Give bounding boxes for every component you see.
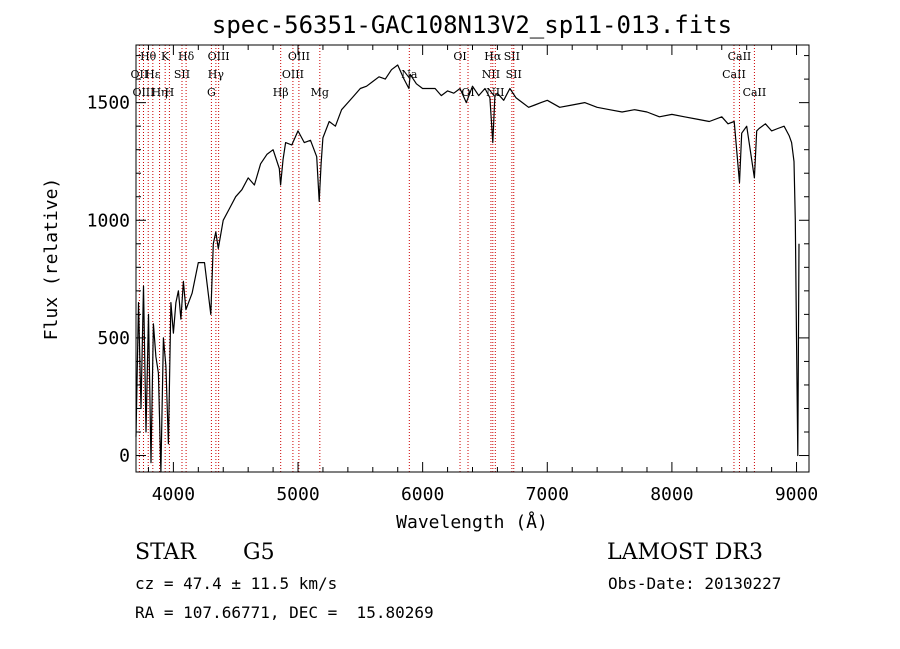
marker-label: SII xyxy=(504,50,520,63)
marker-label: OII xyxy=(131,68,149,81)
marker-label: Hα xyxy=(484,50,502,63)
x-tick-label: 8000 xyxy=(650,484,693,505)
marker-label: SII xyxy=(506,68,522,81)
marker-label: Hγ xyxy=(208,68,225,81)
object-class: STAR xyxy=(135,540,196,565)
marker-label: Na xyxy=(401,68,418,81)
spectrum-line-flux xyxy=(135,64,800,473)
line-markers: Hθ OII OIII Hε Hη K H SII Hδ OIII Hγ G Hβ OIII OIII Mg N… xyxy=(131,45,767,472)
chart-title: spec-56351-GAC108N13V2_sp11-013.fits xyxy=(212,11,732,39)
y-axis: 0 500 1000 1500 xyxy=(87,55,809,467)
marker-label: NII xyxy=(482,68,500,81)
marker-label: Hθ xyxy=(140,50,157,63)
y-tick-label: 0 xyxy=(119,446,130,467)
survey-name: LAMOST DR3 xyxy=(607,540,763,565)
marker-label: Hδ xyxy=(178,50,195,63)
y-tick-label: 1500 xyxy=(87,93,130,114)
x-tick-label: 6000 xyxy=(401,484,444,505)
marker-label: CaII xyxy=(743,86,767,99)
marker-label: G xyxy=(207,86,216,99)
marker-label: SII xyxy=(174,68,190,81)
marker-label: CaII xyxy=(722,68,746,81)
ra-dec: RA = 107.66771, DEC = 15.80269 xyxy=(135,603,434,622)
series-group xyxy=(135,64,800,473)
marker-label: OIII xyxy=(132,86,154,99)
x-tick-label: 9000 xyxy=(775,484,818,505)
plot-frame xyxy=(135,44,810,473)
marker-label: OI xyxy=(453,50,466,63)
x-tick-label: 7000 xyxy=(526,484,569,505)
y-tick-label: 1000 xyxy=(87,210,130,231)
x-tick-label: 4000 xyxy=(152,484,195,505)
marker-label: Hε xyxy=(145,68,161,81)
y-tick-label: 500 xyxy=(97,328,130,349)
marker-label: Mg xyxy=(311,86,329,99)
marker-label: Hη xyxy=(151,86,167,99)
marker-label: OIII xyxy=(288,50,310,63)
marker-label: K xyxy=(161,50,170,63)
redshift-cz: cz = 47.4 ± 11.5 km/s xyxy=(135,574,338,593)
marker-label: CaII xyxy=(728,50,752,63)
x-axis-label: Wavelength (Å) xyxy=(396,511,548,533)
object-subclass: G5 xyxy=(243,540,275,565)
marker-label: OIII xyxy=(282,68,304,81)
marker-label: H xyxy=(165,86,175,99)
spectrum-chart: spec-56351-GAC108N13V2_sp11-013.fits Hθ O… xyxy=(41,11,818,533)
y-axis-label: Flux (relative) xyxy=(41,178,62,341)
marker-label: OIII xyxy=(208,50,230,63)
x-tick-label: 5000 xyxy=(276,484,319,505)
obs-date: Obs-Date: 20130227 xyxy=(608,574,782,593)
x-axis: 4000 5000 6000 7000 8000 9000 xyxy=(147,45,818,505)
marker-label: Hβ xyxy=(273,86,289,99)
